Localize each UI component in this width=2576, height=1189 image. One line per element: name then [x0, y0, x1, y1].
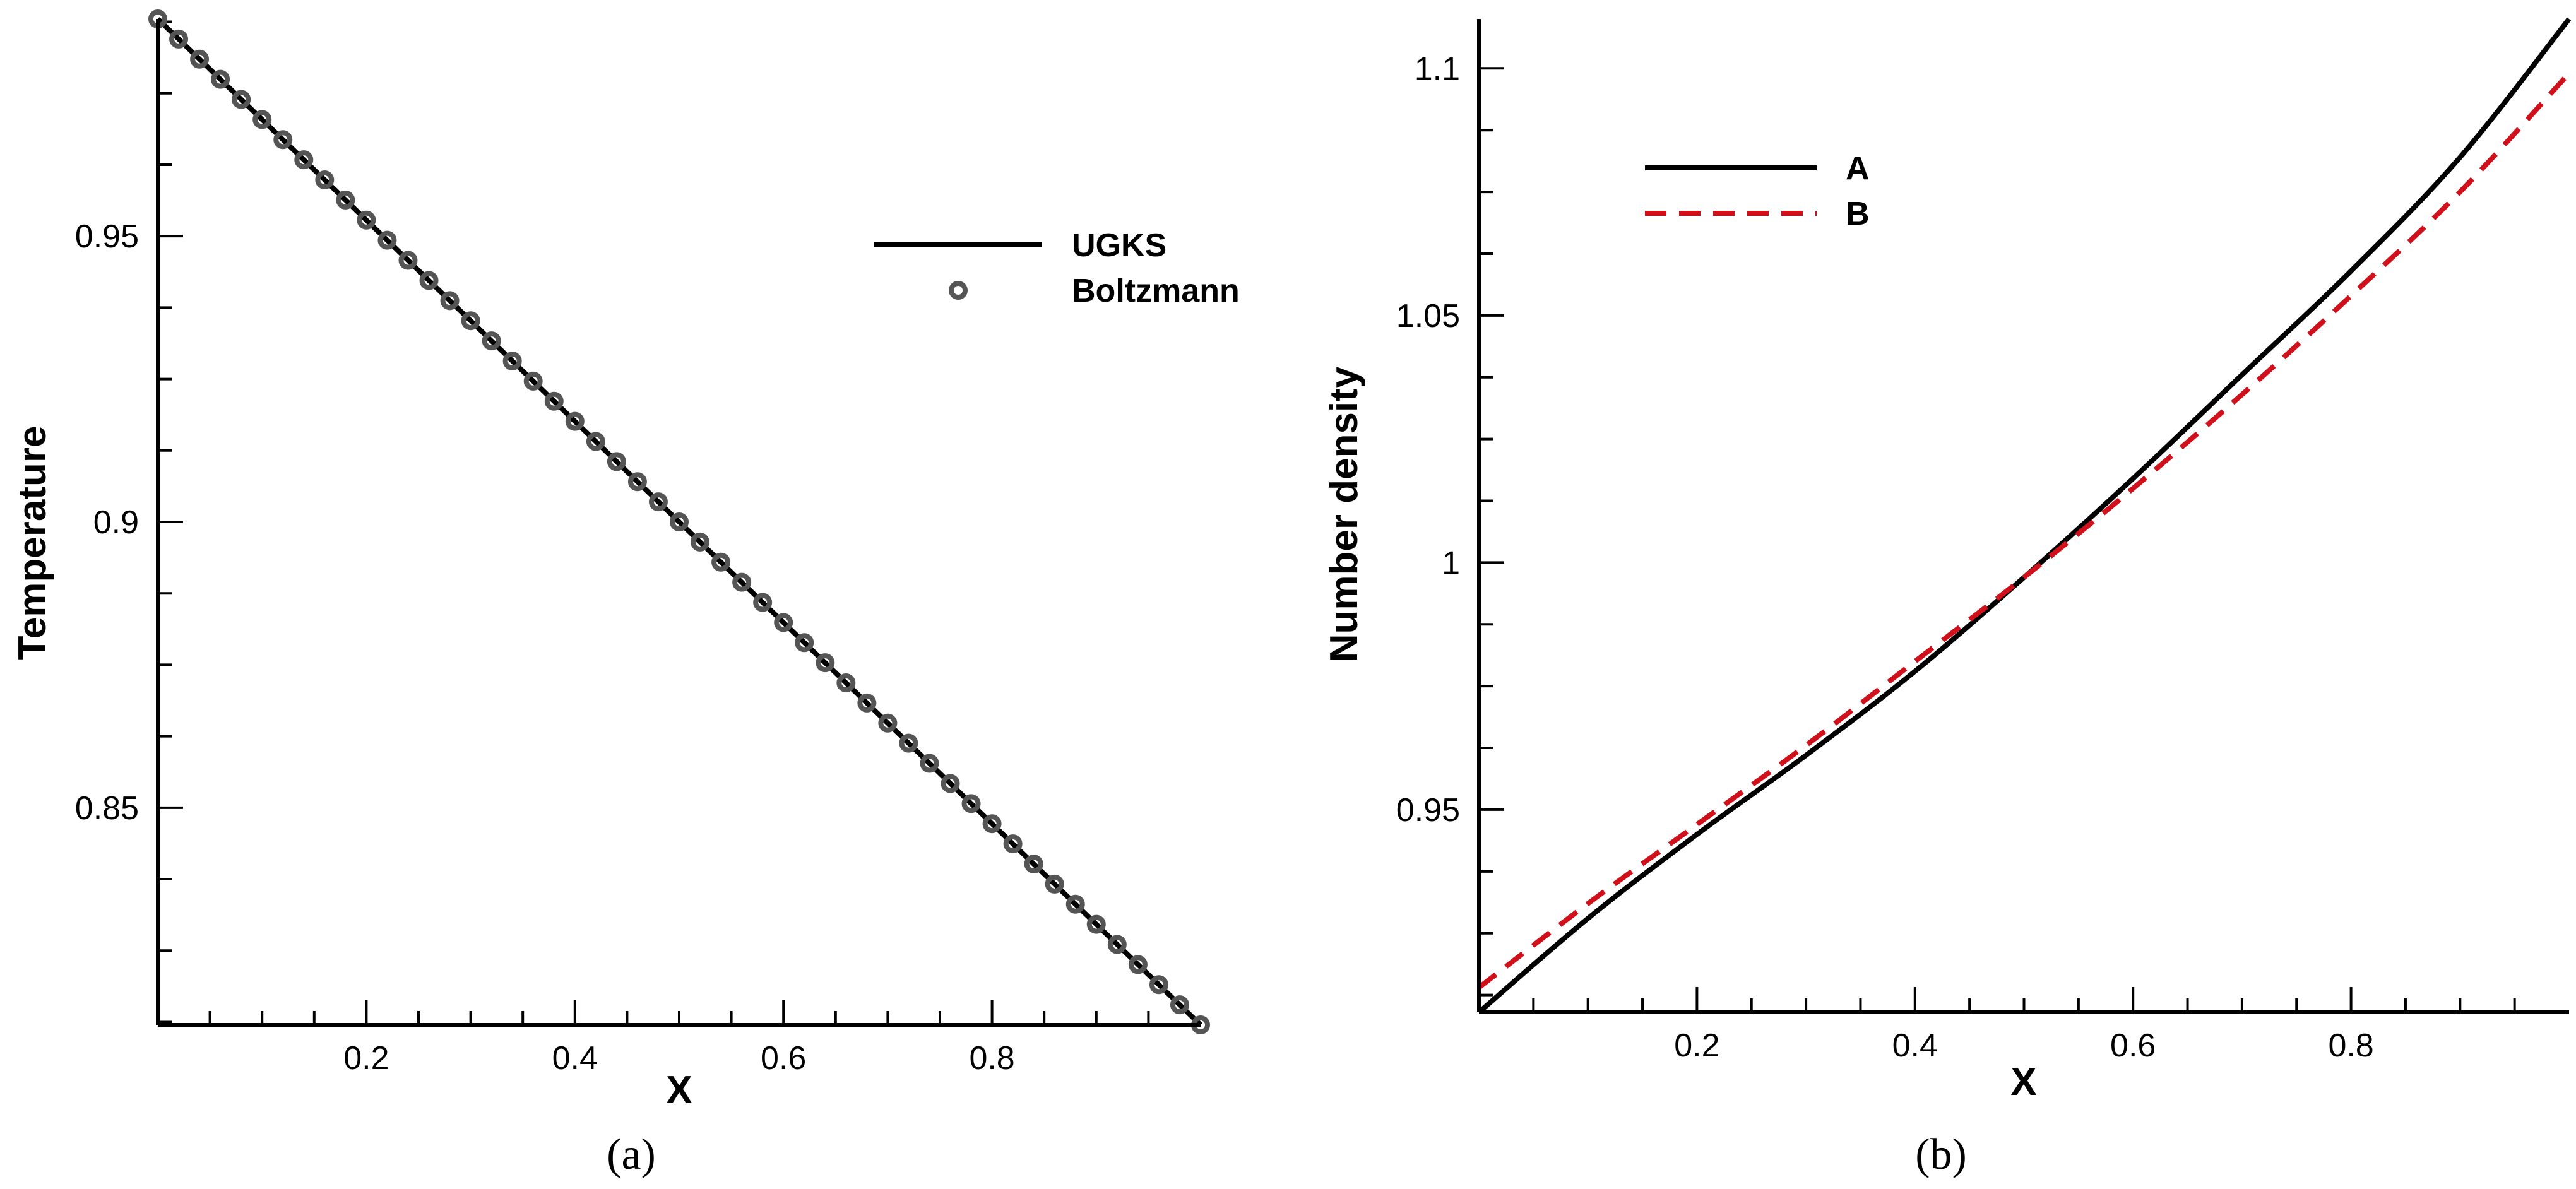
- a-x-tick-label: 0.4: [552, 1040, 598, 1077]
- a-data-point: [1024, 854, 1043, 873]
- a-x-tick-label: 0.8: [969, 1040, 1014, 1077]
- panel-a: 0.2 0.4 0.6 0.8 0.85 0.9 0.95 X Temperat…: [11, 9, 1240, 1179]
- a-x-axis-title: X: [666, 1068, 692, 1112]
- b-y-tick-label: 1.05: [1396, 298, 1460, 334]
- a-ticks: [158, 20, 1150, 1025]
- a-data-point: [523, 371, 543, 391]
- a-data-point: [648, 492, 668, 512]
- b-legend: A B: [1645, 150, 1870, 232]
- a-data-point: [232, 90, 251, 109]
- a-data-point: [857, 693, 877, 713]
- b-x-tick-labels: 0.2 0.4 0.6 0.8: [1674, 1027, 2373, 1064]
- a-data-point: [920, 754, 939, 773]
- a-data-point: [169, 29, 189, 49]
- a-data-point: [1086, 914, 1106, 934]
- a-data-point: [1065, 894, 1085, 914]
- a-data-point: [711, 552, 731, 572]
- a-data-point: [586, 432, 605, 451]
- a-data-point: [1128, 955, 1148, 974]
- a-data-point: [273, 130, 293, 150]
- a-data-point: [294, 150, 314, 170]
- b-x-tick-label: 0.6: [2110, 1027, 2156, 1064]
- a-y-tick-label: 0.95: [75, 218, 139, 255]
- a-series-ugks-line: [156, 17, 1202, 1027]
- a-data-point: [795, 633, 814, 653]
- a-data-point: [691, 532, 710, 552]
- a-data-point: [440, 291, 460, 311]
- b-x-tick-label: 0.4: [1892, 1027, 1938, 1064]
- a-y-axis-title: Temperature: [11, 426, 54, 660]
- a-legend-boltzmann-label: Boltzmann: [1072, 273, 1240, 309]
- b-series: [1477, 17, 2572, 1015]
- a-data-point: [398, 251, 418, 270]
- b-series-b-line: [1477, 71, 2571, 990]
- b-y-tick-label: 1.1: [1415, 50, 1460, 87]
- a-data-point: [565, 411, 585, 431]
- a-y-tick-labels: 0.85 0.9 0.95: [75, 218, 139, 827]
- b-x-axis-title: X: [2010, 1060, 2036, 1104]
- b-x-tick-label: 0.8: [2328, 1027, 2373, 1064]
- b-y-tick-labels: 0.95 1 1.05 1.1: [1396, 50, 1460, 829]
- a-data-point: [211, 69, 230, 89]
- a-data-point: [878, 713, 898, 733]
- a-data-point: [774, 613, 793, 632]
- panel-b-caption: (b): [1915, 1130, 1967, 1179]
- a-data-point: [1149, 975, 1168, 995]
- a-x-tick-label: 0.2: [343, 1040, 389, 1077]
- b-legend-a-label: A: [1846, 150, 1870, 187]
- a-data-point: [732, 572, 752, 592]
- panel-a-caption: (a): [607, 1130, 656, 1179]
- a-legend-boltzmann-swatch: [949, 281, 968, 300]
- a-x-tick-labels: 0.2 0.4 0.6 0.8: [343, 1040, 1014, 1077]
- panel-b: 0.2 0.4 0.6 0.8 0.95 1 1.05 1.1 X Number…: [1322, 17, 2572, 1179]
- a-data-point: [482, 331, 501, 351]
- a-legend: UGKS Boltzmann: [874, 227, 1240, 309]
- a-data-point: [1107, 935, 1127, 954]
- a-data-point: [816, 653, 835, 673]
- a-data-point: [336, 190, 355, 210]
- a-series: [156, 17, 1202, 1027]
- b-ticks: [1479, 67, 2516, 1012]
- a-data-point: [670, 512, 689, 531]
- a-data-point: [461, 311, 480, 331]
- b-y-tick-label: 0.95: [1396, 792, 1460, 829]
- a-data-point: [357, 210, 376, 230]
- a-data-point: [899, 733, 918, 753]
- a-data-point: [941, 774, 960, 793]
- b-legend-b-label: B: [1846, 196, 1870, 232]
- a-data-point: [502, 351, 522, 370]
- a-data-point: [315, 170, 335, 190]
- a-x-tick-label: 0.6: [761, 1040, 806, 1077]
- a-y-tick-label: 0.9: [93, 504, 139, 541]
- b-y-tick-label: 1: [1442, 545, 1460, 581]
- b-x-tick-label: 0.2: [1674, 1027, 1719, 1064]
- a-data-point: [961, 794, 981, 813]
- a-data-point: [982, 814, 1002, 834]
- a-data-point: [836, 673, 856, 693]
- a-data-point: [627, 472, 647, 492]
- a-data-point: [1003, 834, 1023, 854]
- a-data-point: [377, 230, 397, 250]
- a-data-point: [607, 452, 626, 471]
- a-data-point: [1170, 995, 1189, 1015]
- a-markers: [148, 9, 1210, 1034]
- a-data-point: [252, 110, 272, 129]
- a-y-tick-label: 0.85: [75, 790, 139, 827]
- a-legend-ugks-label: UGKS: [1072, 227, 1166, 264]
- b-y-axis-title: Number density: [1322, 366, 1366, 662]
- a-data-point: [190, 49, 210, 69]
- a-data-point: [419, 271, 439, 290]
- a-data-point: [753, 593, 773, 612]
- a-data-point: [1045, 874, 1064, 894]
- a-data-point: [544, 391, 564, 411]
